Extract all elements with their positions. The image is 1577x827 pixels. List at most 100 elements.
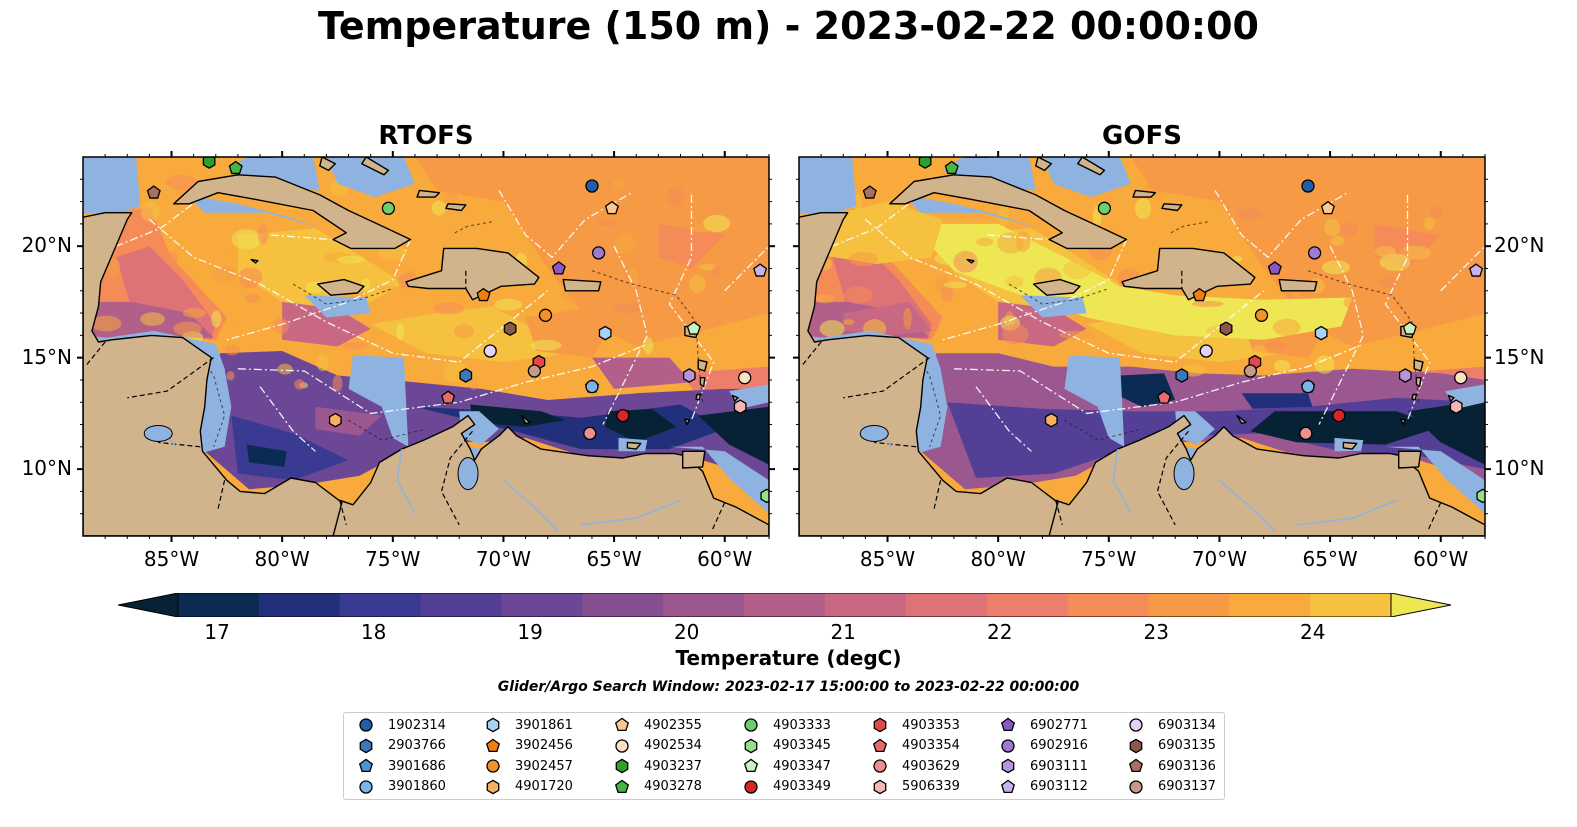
float-marker-6903135[interactable] <box>503 321 517 337</box>
float-marker-6903111[interactable] <box>682 368 696 383</box>
float-marker-4903237[interactable] <box>918 155 932 169</box>
float-marker-3902457[interactable] <box>1254 308 1269 322</box>
float-marker-3901860[interactable] <box>585 379 599 394</box>
float-marker-6903136[interactable] <box>862 185 877 199</box>
float-marker-1902314[interactable] <box>1301 179 1315 193</box>
float-marker-4903345[interactable] <box>1476 488 1488 504</box>
float-marker-6903136[interactable] <box>146 185 161 199</box>
float-marker-6903111[interactable] <box>1398 368 1412 383</box>
float-marker-5906339[interactable] <box>1449 399 1463 415</box>
eddy-patch <box>1192 300 1224 308</box>
float-marker-6903137[interactable] <box>527 364 542 378</box>
float-marker-4903354[interactable] <box>441 390 456 404</box>
country-border <box>710 502 726 532</box>
float-symbol-4902534 <box>738 371 752 385</box>
float-marker-4901720[interactable] <box>328 412 342 428</box>
float-marker-4903278[interactable] <box>228 160 243 175</box>
float-marker-4903345[interactable] <box>760 488 772 504</box>
river <box>580 499 681 526</box>
legend-label: 4903349 <box>773 779 831 794</box>
legend-item-4903278: 4903278 <box>614 777 702 797</box>
colorbar-bin <box>258 593 341 617</box>
float-symbol-4903333 <box>1097 201 1112 215</box>
legend-label: 6902916 <box>1030 738 1088 753</box>
eddy-patch <box>1379 253 1411 271</box>
float-marker-6903137[interactable] <box>1243 364 1258 378</box>
float-symbol-3901861 <box>1314 325 1328 341</box>
shallow-shelf <box>348 355 409 447</box>
colorbar-tick-label: 19 <box>517 620 543 644</box>
float-marker-6902916[interactable] <box>1307 246 1322 260</box>
float-marker-4902355[interactable] <box>604 200 619 215</box>
float-symbol-4903354 <box>441 390 456 404</box>
float-marker-4902534[interactable] <box>1454 371 1468 385</box>
float-symbol-6903111 <box>682 368 696 383</box>
float-marker-6902916[interactable] <box>591 246 606 260</box>
float-marker-6902771[interactable] <box>551 261 566 275</box>
float-marker-3902457[interactable] <box>538 308 553 322</box>
float-marker-4903349[interactable] <box>1332 408 1346 423</box>
land-barbados <box>1447 394 1455 402</box>
eddy-patch <box>1059 330 1091 340</box>
temperature-region <box>1407 400 1485 465</box>
float-marker-6902771[interactable] <box>1267 261 1282 275</box>
float-marker-4903629[interactable] <box>1299 426 1313 441</box>
float-marker-6903135[interactable] <box>1219 321 1233 337</box>
colorbar-frame <box>177 593 1392 617</box>
float-marker-4902355[interactable] <box>1320 200 1335 215</box>
colorbar-bin <box>1148 593 1230 617</box>
float-marker-4903354[interactable] <box>1157 390 1172 404</box>
land-florida <box>248 157 275 158</box>
float-marker-1902314[interactable] <box>585 179 599 193</box>
float-marker-3901860[interactable] <box>1301 379 1315 394</box>
legend-label: 4903333 <box>773 717 831 733</box>
float-marker-4903333[interactable] <box>1097 201 1112 215</box>
float-marker-4903278[interactable] <box>944 160 959 175</box>
eez-boundary <box>237 343 648 415</box>
lat-tick-label: 15°N <box>21 344 72 369</box>
float-marker-4901720[interactable] <box>1044 412 1058 428</box>
float-marker-3901861[interactable] <box>1314 325 1328 341</box>
legend-item-1902314: 1902314 <box>358 715 446 735</box>
eez-boundary <box>724 245 769 292</box>
lat-tick-label: 20°N <box>21 233 72 258</box>
float-marker-4903347[interactable] <box>686 321 701 335</box>
bathymetry-contour <box>909 346 942 447</box>
legend-item-4903349: 4903349 <box>743 777 831 797</box>
eddy-patch <box>1232 255 1243 262</box>
legend-label: 6903137 <box>1158 779 1216 794</box>
float-marker-6903134[interactable] <box>1199 344 1213 358</box>
float-marker-4903349[interactable] <box>616 408 630 423</box>
float-marker-5906339[interactable] <box>733 399 747 415</box>
map-panel-gofs[interactable] <box>793 151 1491 542</box>
float-marker-3902456[interactable] <box>476 287 491 302</box>
float-symbol-4903345 <box>760 488 769 504</box>
lon-tick-label: 70°W <box>1191 547 1248 571</box>
search-window-text: Glider/Argo Search Window: 2023-02-17 15… <box>497 679 1080 695</box>
float-marker-6903112[interactable] <box>753 263 768 277</box>
shallow-shelf <box>903 194 1038 229</box>
float-marker-4902534[interactable] <box>738 371 752 385</box>
float-marker-4903237[interactable] <box>202 155 216 169</box>
float-marker-3902456[interactable] <box>1192 287 1207 302</box>
float-marker-4903333[interactable] <box>381 201 396 215</box>
land-cayman <box>250 258 259 264</box>
float-marker-4903629[interactable] <box>583 426 597 441</box>
eddy-patch <box>442 192 459 203</box>
legend-marker-pentagon <box>1000 717 1016 731</box>
land-martinique <box>697 359 708 372</box>
land-cuba <box>172 174 412 250</box>
float-marker-6903134[interactable] <box>483 344 497 358</box>
land-cuba <box>888 174 1128 250</box>
float-marker-2903766[interactable] <box>459 368 473 383</box>
map-panel-rtofs[interactable] <box>77 151 775 542</box>
float-marker-6903112[interactable] <box>1469 263 1484 277</box>
float-marker-4903347[interactable] <box>1402 321 1417 335</box>
eddy-patch <box>294 379 305 390</box>
country-border <box>843 357 930 399</box>
legend-label: 3901860 <box>388 779 446 794</box>
eddy-patch <box>1002 323 1029 345</box>
float-marker-2903766[interactable] <box>1175 368 1189 383</box>
float-marker-3901861[interactable] <box>598 325 612 341</box>
land-puertorico <box>1278 278 1318 292</box>
